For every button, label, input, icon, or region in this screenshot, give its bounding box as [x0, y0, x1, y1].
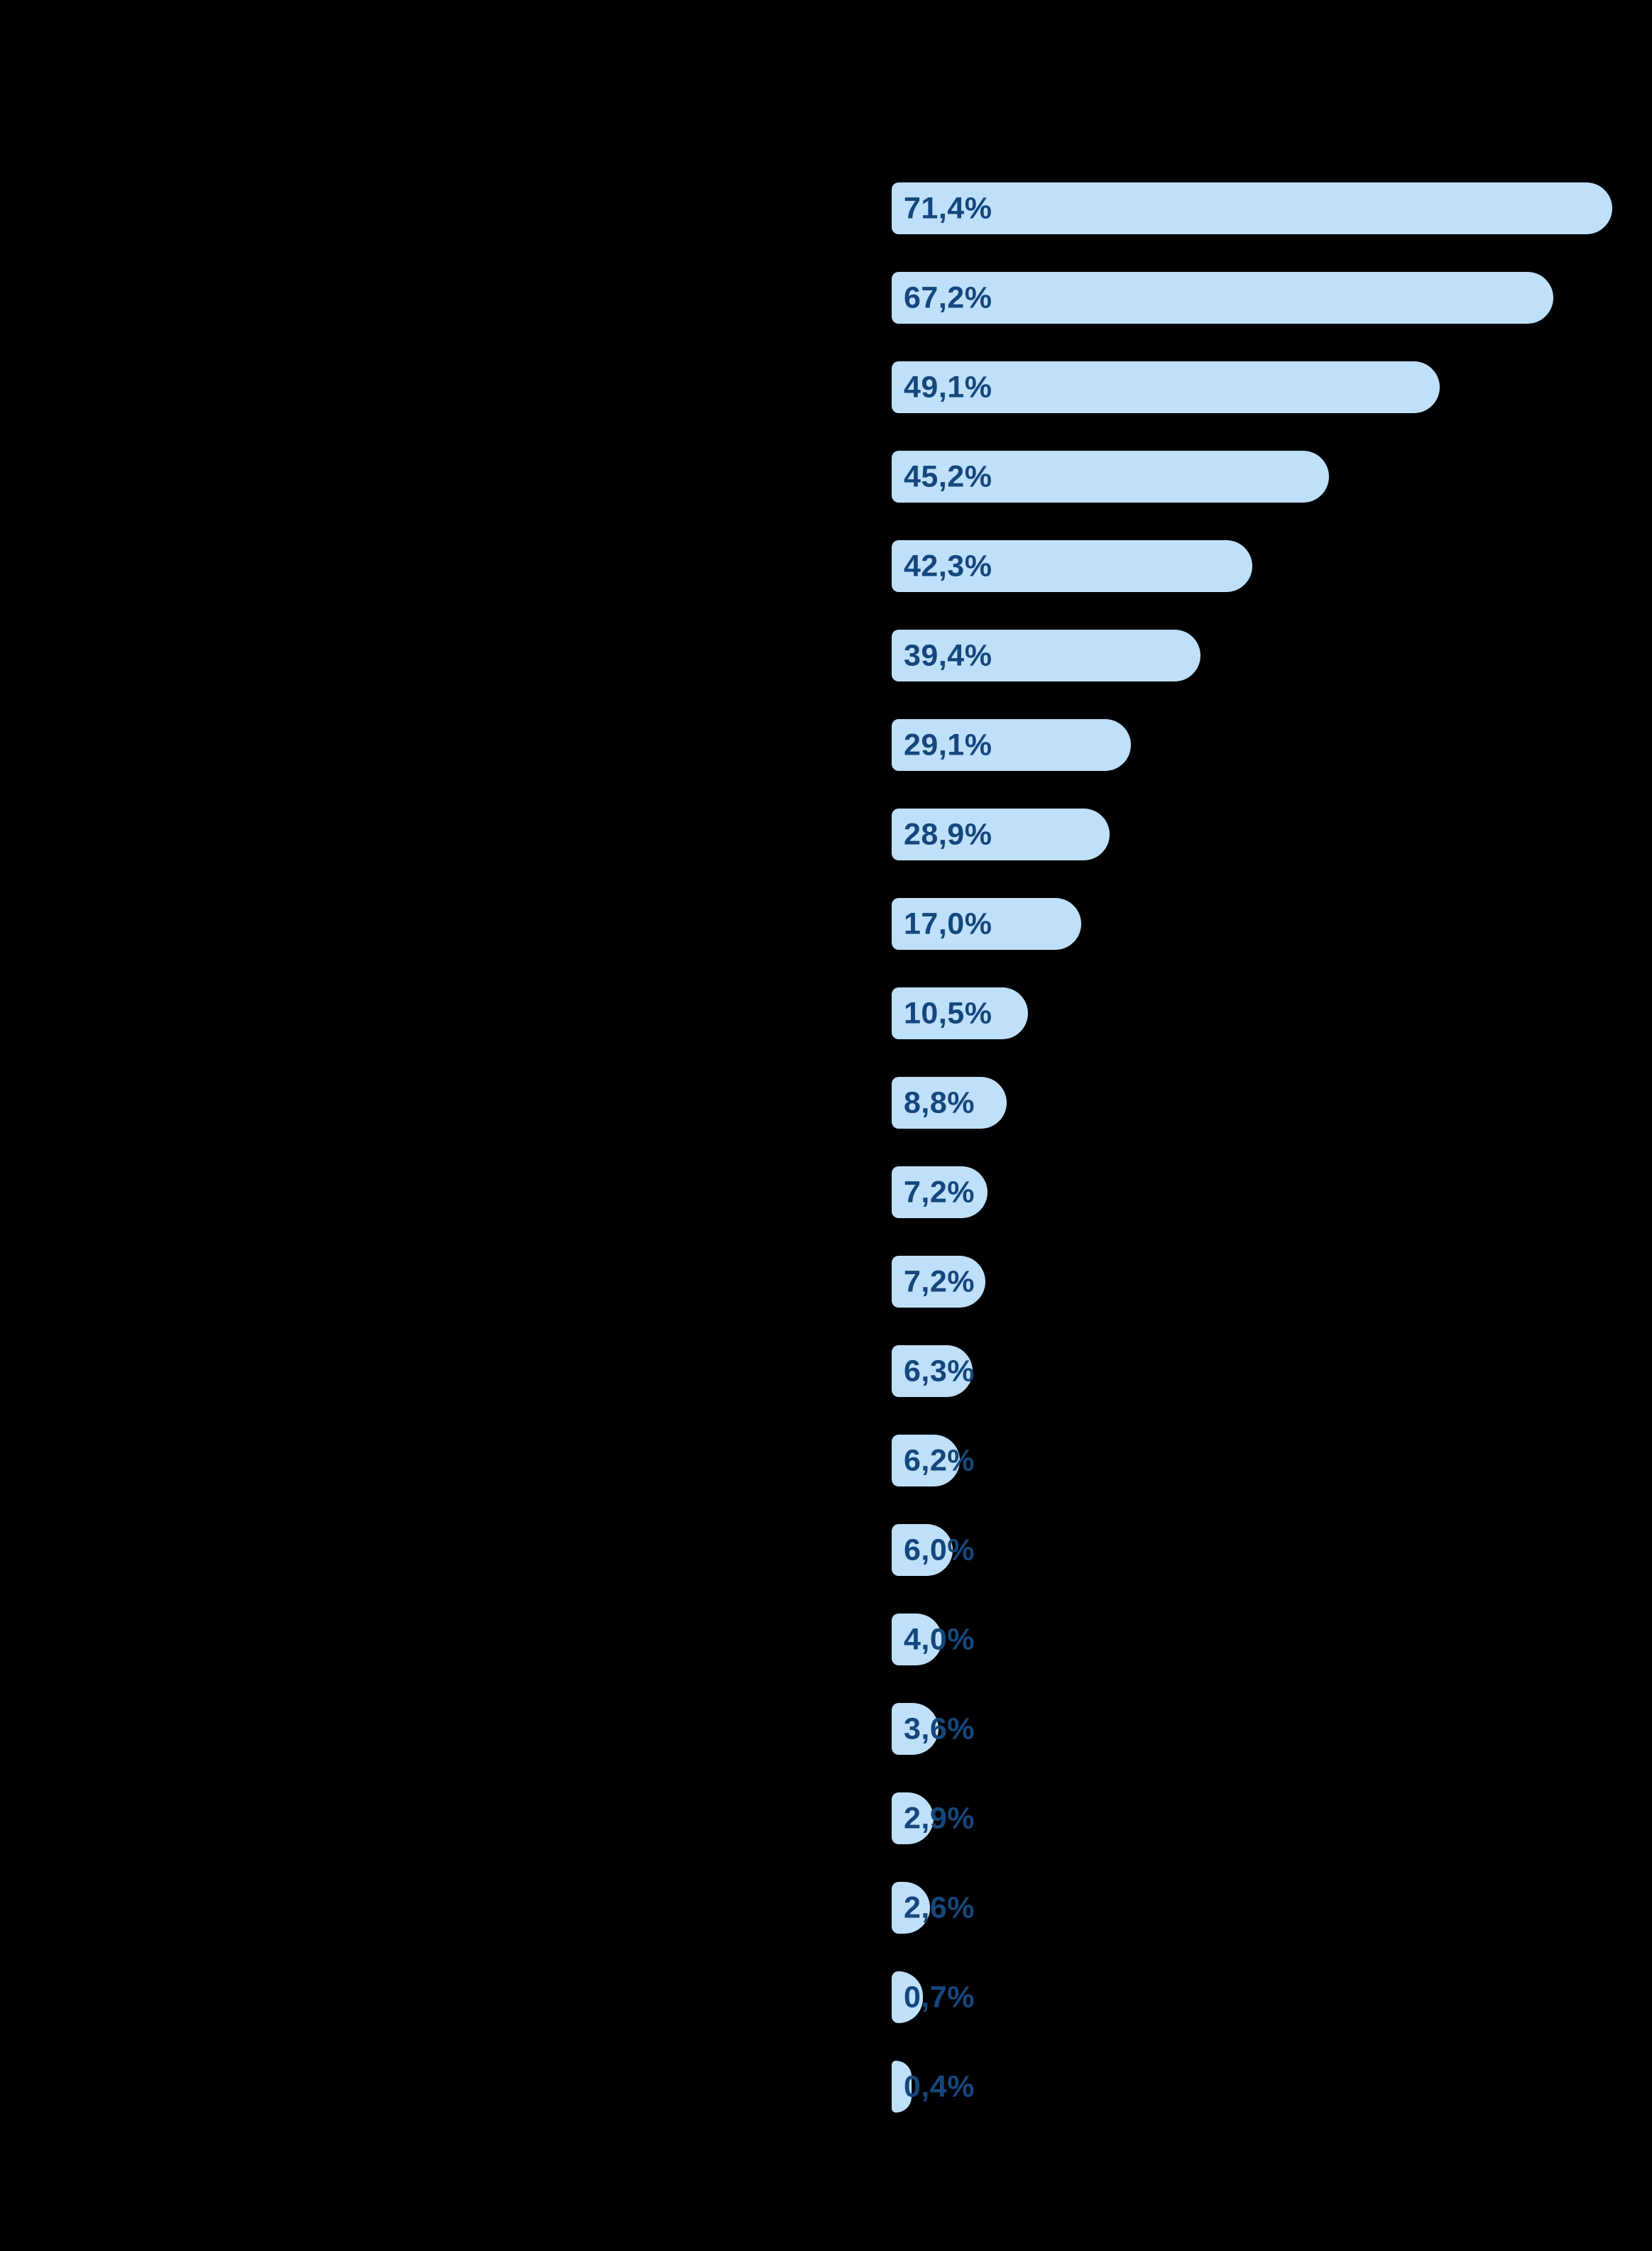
- bar: 7,2%: [892, 1166, 988, 1218]
- bar-value-label: 2,9%: [904, 1801, 975, 1835]
- bar-row: 67,2%: [892, 272, 1553, 324]
- bar-row: 28,9%: [892, 809, 1110, 860]
- bar-value-label: 8,8%: [904, 1085, 975, 1119]
- bar: 29,1%: [892, 719, 1131, 771]
- bar: 6,0%: [892, 1524, 975, 1576]
- bar-row: 4,0%: [892, 1614, 975, 1665]
- bar-row: 3,6%: [892, 1703, 975, 1755]
- bar-value-label: 3,6%: [904, 1711, 975, 1746]
- bar: 0,4%: [892, 2061, 975, 2113]
- bar-row: 29,1%: [892, 719, 1131, 771]
- bar: 67,2%: [892, 272, 1553, 324]
- bar: 0,7%: [892, 1971, 975, 2023]
- bar-value-label: 42,3%: [904, 549, 992, 583]
- bar-value-label: 7,2%: [904, 1264, 975, 1298]
- bar-value-label: 71,4%: [904, 191, 992, 225]
- bar-value-label: 17,0%: [904, 907, 992, 941]
- bar-value-label: 67,2%: [904, 280, 992, 314]
- bar-row: 6,3%: [892, 1345, 975, 1397]
- bar-value-label: 28,9%: [904, 817, 992, 851]
- bar: 8,8%: [892, 1077, 1007, 1129]
- bar: 10,5%: [892, 987, 1028, 1039]
- bar-row: 49,1%: [892, 361, 1440, 413]
- bar: 39,4%: [892, 630, 1200, 681]
- bar-value-label: 2,6%: [904, 1890, 975, 1924]
- bar: 2,6%: [892, 1882, 975, 1934]
- bar-row: 39,4%: [892, 630, 1200, 681]
- bar-row: 0,7%: [892, 1971, 975, 2023]
- bar-row: 7,2%: [892, 1256, 985, 1308]
- bar-value-label: 0,7%: [904, 1980, 975, 2014]
- bar-row: 17,0%: [892, 898, 1081, 950]
- bar: 71,4%: [892, 182, 1612, 234]
- bar-row: 2,6%: [892, 1882, 975, 1934]
- bar: 7,2%: [892, 1256, 985, 1308]
- bar-value-label: 39,4%: [904, 638, 992, 672]
- bar: 2,9%: [892, 1792, 975, 1844]
- bar: 6,3%: [892, 1345, 975, 1397]
- bar-row: 71,4%: [892, 182, 1612, 234]
- bar-value-label: 29,1%: [904, 728, 992, 762]
- bar-row: 6,2%: [892, 1435, 975, 1486]
- bar-row: 0,4%: [892, 2061, 975, 2113]
- bar-value-label: 45,2%: [904, 459, 992, 493]
- bar-row: 42,3%: [892, 540, 1252, 592]
- bar-value-label: 6,2%: [904, 1443, 975, 1477]
- bar-value-label: 6,3%: [904, 1354, 975, 1388]
- bar-row: 2,9%: [892, 1792, 975, 1844]
- bar: 28,9%: [892, 809, 1110, 860]
- bar: 42,3%: [892, 540, 1252, 592]
- bar: 45,2%: [892, 451, 1329, 503]
- bar-row: 10,5%: [892, 987, 1028, 1039]
- bar-value-label: 10,5%: [904, 996, 992, 1030]
- bar-value-label: 0,4%: [904, 2069, 975, 2103]
- bar-value-label: 6,0%: [904, 1533, 975, 1567]
- bar: 49,1%: [892, 361, 1440, 413]
- bar: 4,0%: [892, 1614, 975, 1665]
- bar-value-label: 49,1%: [904, 370, 992, 404]
- bar-row: 7,2%: [892, 1166, 988, 1218]
- bar: 17,0%: [892, 898, 1081, 950]
- bar-row: 8,8%: [892, 1077, 1007, 1129]
- bar: 6,2%: [892, 1435, 975, 1486]
- bar-row: 6,0%: [892, 1524, 975, 1576]
- bar-row: 45,2%: [892, 451, 1329, 503]
- bar: 3,6%: [892, 1703, 975, 1755]
- bar-value-label: 4,0%: [904, 1622, 975, 1656]
- bar-value-label: 7,2%: [904, 1175, 975, 1209]
